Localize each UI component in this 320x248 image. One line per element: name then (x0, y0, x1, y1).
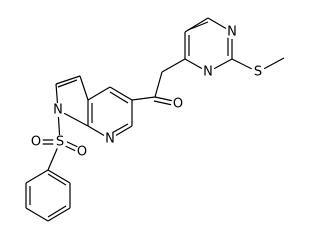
atom-mask (103, 132, 117, 146)
atom-mask (53, 135, 67, 149)
atom-label: S (56, 135, 64, 150)
atom-mask (29, 135, 43, 149)
atom-label: N (227, 25, 237, 40)
atom-mask (51, 103, 65, 117)
atom-label: N (203, 65, 213, 80)
atom-label: O (173, 97, 183, 112)
atom-mask (171, 97, 185, 111)
atom-label: N (105, 132, 115, 147)
atom-mask (225, 25, 239, 39)
atom-mask (251, 65, 265, 79)
atom-mask (201, 65, 215, 79)
atom-mask (75, 145, 89, 159)
atom-label: S (254, 65, 262, 80)
atom-label: O (31, 135, 41, 150)
atom-label: O (77, 145, 87, 160)
atom-label: N (53, 103, 63, 118)
bonds (25, 17, 285, 222)
